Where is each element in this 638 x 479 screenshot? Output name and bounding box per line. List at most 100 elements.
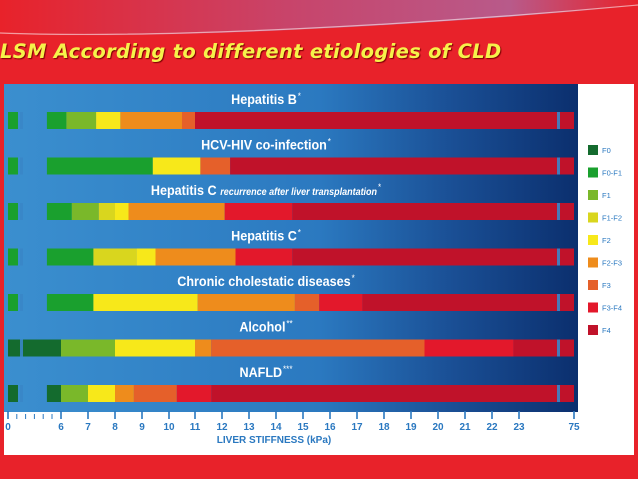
bar-segment-f3 [211,339,425,357]
bar-segment-f3-f4 [235,248,293,266]
slide-title: LSM According to different etiologies of… [0,40,502,63]
axis-break-gap [557,339,560,357]
bar-lead-block [8,385,18,402]
legend-swatch [588,302,598,313]
series-label: Chronic cholestatic diseases* [177,273,355,290]
bar-segment-f1 [61,385,88,402]
x-tick-label: 13 [243,422,255,433]
legend-swatch [588,167,598,178]
x-tick-label: 14 [270,422,282,433]
series-subtitle: recurrence after liver transplantation [220,187,377,199]
bar-lead-block [8,294,18,311]
axis-break-gap [20,203,23,220]
bar-segment-f0 [8,339,61,357]
axis-break-gap [20,112,23,129]
bar-segment-f4 [292,248,574,266]
bar-segment-f1 [66,112,97,129]
series-mark: * [352,273,356,284]
legend-label: F3-F4 [602,304,622,313]
series-name: Hepatitis C [231,228,297,244]
x-tick-label: 11 [190,422,201,433]
series-name: NAFLD [240,364,283,380]
bar-segment-f2 [136,248,156,266]
bar-segment-f4 [292,203,574,220]
bar-lead-block [8,203,18,220]
bar-segment-f0-f1 [46,112,67,129]
bar-segment-f0-f1 [46,157,153,175]
bar-segment-f0-f1 [46,248,94,266]
legend-label: F4 [602,326,611,335]
x-tick-label: 12 [216,422,228,433]
x-tick-label: 0 [5,422,11,433]
x-tick-label: 18 [378,422,390,433]
bar-segment-f2 [115,203,129,220]
series-label: HCV-HIV co-infection* [201,136,331,153]
x-tick-label: 15 [297,422,309,433]
bar-segment-f2-f3 [115,385,134,402]
bottom-band [0,456,638,479]
x-tick-label: 17 [351,422,363,433]
axis-break-gap [557,385,560,402]
legend-swatch [588,257,598,268]
bar-segment-f3-f4 [224,203,293,220]
axis-break-gap [20,385,23,402]
series-mark: * [378,182,382,193]
series-mark: * [328,136,332,147]
legend-label: F0-F1 [602,169,622,178]
legend-swatch [588,325,598,335]
bar-segment-f3 [182,112,195,129]
legend-swatch [588,280,598,290]
legend-label: F0 [602,146,611,155]
axis-break-gap [557,112,560,129]
legend-label: F2-F3 [602,259,622,268]
chart-panel: Hepatitis B* HCV-HIV co-infection* Hepatit… [4,84,634,455]
bar-lead-block [8,112,18,129]
bar-segment-f2 [96,112,121,129]
bar-segment-f4 [230,157,574,175]
bar-segment-f2 [93,294,198,311]
bar-segment-f3-f4 [424,339,514,357]
bar-segment-f3 [294,294,320,311]
bar-segment-f4 [211,385,574,402]
bar-segment-f1-f2 [98,203,115,220]
bar-segment-f3-f4 [176,385,212,402]
bar-segment-f0-f1 [46,294,94,311]
bar-segment-f2-f3 [120,112,182,129]
bar-lead-block [8,157,18,175]
x-tick-label: 7 [85,422,91,433]
chart-plot-background [4,84,578,412]
x-tick-label: 19 [405,422,417,433]
legend-label: F1-F2 [602,214,622,223]
series-label: Hepatitis C* [231,227,301,244]
series-mark: * [298,227,302,238]
axis-break-gap [557,248,560,266]
bar-segment-f1 [61,339,115,357]
bar-segment-f2 [152,157,201,175]
bar-segment-f2-f3 [155,248,236,266]
bar-segment-f4 [513,339,574,357]
series-name: Chronic cholestatic diseases [177,273,350,289]
x-tick-label: 23 [513,422,525,433]
x-tick-label: 21 [459,422,471,433]
series-label: Alcohol** [239,318,293,335]
bar-segment-f3 [200,157,231,175]
series-mark: * [298,91,302,102]
bar-segment-f0-f1 [46,203,72,220]
axis-break-gap [557,157,560,175]
bar-segment-f3 [133,385,177,402]
x-axis-label: LIVER STIFFNESS (kPa) [217,435,331,446]
x-tick-label: 8 [112,422,118,433]
axis-break-gap [557,294,560,311]
legend-label: F3 [602,281,611,290]
bar-segment-f2 [88,385,115,402]
axis-break-gap [20,157,23,175]
x-tick-label: 75 [568,422,580,433]
series-mark: *** [283,364,293,375]
bar-segment-f1-f2 [93,248,137,266]
header-swoosh [0,0,638,42]
legend-swatch [588,235,598,245]
bar-lead-block [8,248,18,266]
legend-label: F1 [602,191,611,200]
series-label: NAFLD*** [240,364,294,381]
x-tick-label: 6 [58,422,64,433]
